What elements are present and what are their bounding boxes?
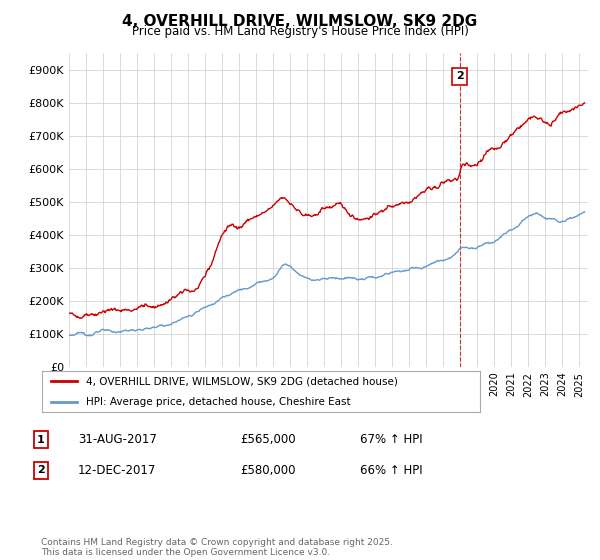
Text: HPI: Average price, detached house, Cheshire East: HPI: Average price, detached house, Ches… (86, 396, 350, 407)
Text: 4, OVERHILL DRIVE, WILMSLOW, SK9 2DG: 4, OVERHILL DRIVE, WILMSLOW, SK9 2DG (122, 14, 478, 29)
Text: 2: 2 (455, 71, 463, 81)
Text: Price paid vs. HM Land Registry's House Price Index (HPI): Price paid vs. HM Land Registry's House … (131, 25, 469, 38)
Text: £580,000: £580,000 (240, 464, 296, 477)
Text: 66% ↑ HPI: 66% ↑ HPI (360, 464, 422, 477)
Text: 67% ↑ HPI: 67% ↑ HPI (360, 433, 422, 446)
Text: 4, OVERHILL DRIVE, WILMSLOW, SK9 2DG (detached house): 4, OVERHILL DRIVE, WILMSLOW, SK9 2DG (de… (86, 376, 398, 386)
Text: £565,000: £565,000 (240, 433, 296, 446)
Text: 1: 1 (37, 435, 44, 445)
Text: 31-AUG-2017: 31-AUG-2017 (78, 433, 157, 446)
Text: Contains HM Land Registry data © Crown copyright and database right 2025.
This d: Contains HM Land Registry data © Crown c… (41, 538, 392, 557)
Text: 2: 2 (37, 465, 44, 475)
Text: 12-DEC-2017: 12-DEC-2017 (78, 464, 157, 477)
